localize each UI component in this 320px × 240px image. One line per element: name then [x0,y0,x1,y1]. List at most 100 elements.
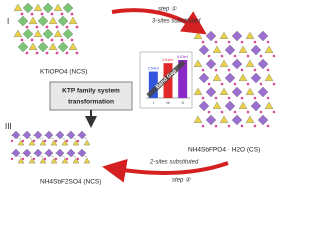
polyhedron [245,31,255,39]
atom [227,96,231,100]
atom [65,25,69,29]
atom [50,38,54,42]
category-label: I [153,100,154,105]
atom [55,25,59,29]
atom [246,54,250,58]
atom [75,51,79,55]
atom [266,124,270,128]
polyhedron [245,59,255,67]
polyhedron [193,87,203,95]
polyhedron [44,130,54,140]
polyhedron [224,100,236,112]
polyhedron [33,3,43,11]
category-label: III [166,100,169,105]
polyhedron [83,157,91,164]
polyhedron [62,2,74,14]
atom [20,38,24,42]
atom [40,12,44,16]
polyhedron [238,101,248,109]
atom [214,96,218,100]
polyhedron [17,41,29,53]
value-label: 3.50eV [148,67,160,71]
polyhedron [22,130,32,140]
atom [207,82,211,86]
polyhedron [205,58,217,70]
polyhedron [50,157,58,164]
polyhedron [198,72,210,84]
atom [35,51,39,55]
step-1-arrow [111,8,207,35]
atom [65,139,69,143]
atom [220,110,224,114]
name-1: KTiOPO4 (NCS) [40,69,87,76]
atom [253,96,257,100]
atom [214,124,218,128]
polyhedron [257,30,269,42]
atom [76,139,80,143]
polyhedron [28,139,36,146]
step-2-arrow [102,158,229,183]
atom [43,157,47,161]
polyhedron [245,87,255,95]
atom [259,110,263,114]
atom [50,12,54,16]
polyhedron [37,41,49,53]
numeral-1: I [7,17,9,26]
polyhedron [231,114,243,126]
atom [207,54,211,58]
polyhedron [219,115,229,123]
polyhedron [68,42,78,50]
polyhedron [257,114,269,126]
polyhedron [48,42,58,50]
polyhedron [72,157,80,164]
polyhedron [264,45,274,53]
atom [253,124,257,128]
polyhedron [198,100,210,112]
atom [207,110,211,114]
polyhedron [61,157,69,164]
polyhedron [77,148,87,158]
atom [10,157,14,161]
atom [253,68,257,72]
step-2-text: 2-sites substituted [149,160,199,166]
polyhedron [17,139,25,146]
atom [272,110,276,114]
polyhedron [55,148,65,158]
atom [21,157,25,161]
step-2-label: step ② [172,177,191,184]
name-2: NH4SbFPO4 · H2O (CS) [188,147,260,154]
atom [233,82,237,86]
atom [266,68,270,72]
polyhedron [264,101,274,109]
polyhedron [224,72,236,84]
polyhedron [62,28,74,40]
atom [227,124,231,128]
atom [240,96,244,100]
atom [65,157,69,161]
polyhedron [231,58,243,70]
atom [70,38,74,42]
ktp-box [49,81,133,111]
polyhedron [72,139,80,146]
atom [20,12,24,16]
diagram: step ① 3-sites substituted 2-sites subst… [5,2,276,186]
atom [240,124,244,128]
atom [25,25,29,29]
atom [259,82,263,86]
step-1-text: 3-sites substituted [152,19,201,25]
atom [55,51,59,55]
polyhedron [219,87,229,95]
polyhedron [57,41,69,53]
step-1-label: step ① [158,6,177,13]
polyhedron [257,86,269,98]
atom [201,68,205,72]
atom [214,68,218,72]
polyhedron [212,101,222,109]
polyhedron [245,115,255,123]
polyhedron [22,28,34,40]
polyhedron [250,44,262,56]
polyhedron [42,2,54,14]
polyhedron [250,100,262,112]
atom [75,25,79,29]
box-line-1: KTP family system [62,88,120,95]
